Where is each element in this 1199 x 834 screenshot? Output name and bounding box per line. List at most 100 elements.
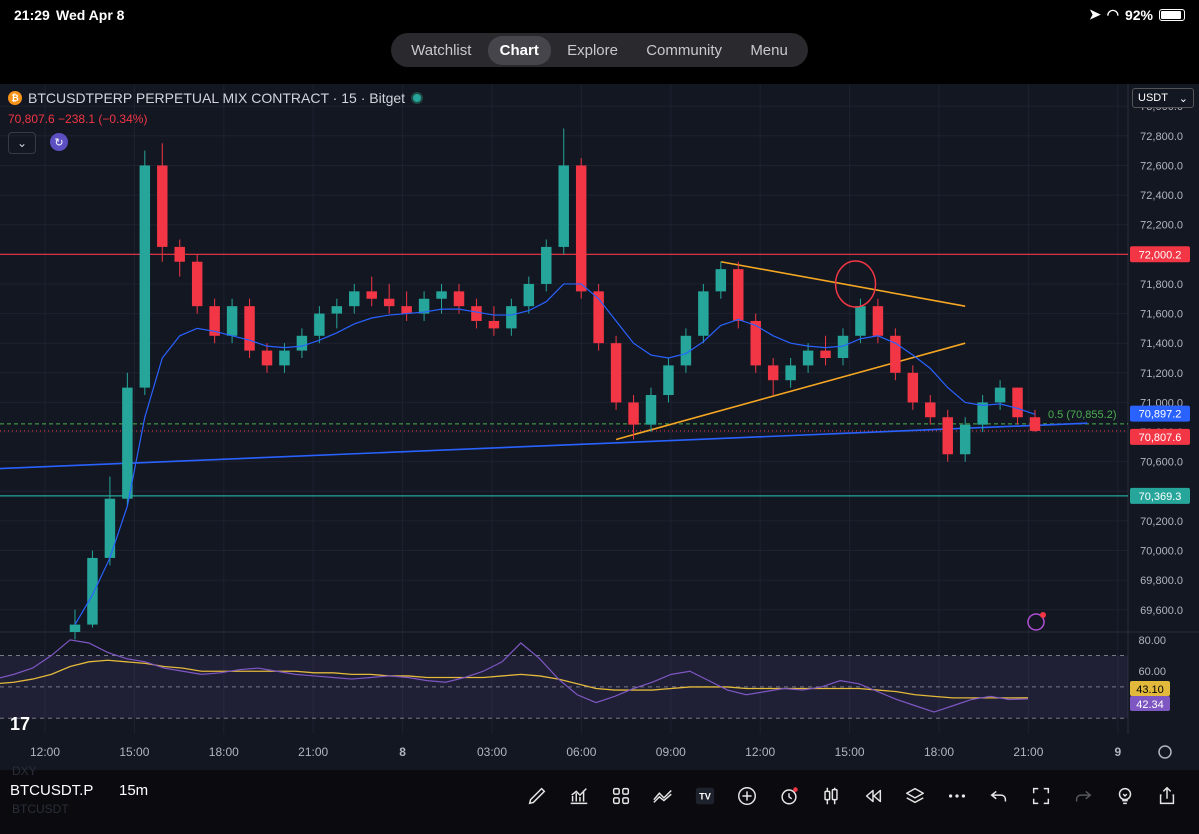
- tab-menu[interactable]: Menu: [750, 41, 788, 59]
- symbol-button[interactable]: BTCUSDT.P: [10, 782, 94, 799]
- ema-line: [74, 283, 1036, 625]
- candle: [87, 557, 98, 625]
- candle: [244, 306, 255, 351]
- replay-button[interactable]: [852, 778, 894, 814]
- price-tick-label: 71,200.0: [1140, 368, 1183, 380]
- fullscreen-button[interactable]: [1020, 778, 1062, 814]
- candle: [855, 306, 866, 336]
- top-nav: Watchlist Chart Explore Community Menu: [391, 33, 808, 67]
- time-tick-label: 18:00: [209, 745, 239, 759]
- wifi-icon: ◠: [1106, 6, 1119, 22]
- candle: [785, 365, 796, 381]
- candle: [575, 165, 587, 292]
- chart-area[interactable]: 0.5 (70,855.2)73,000.072,800.072,600.072…: [0, 84, 1199, 770]
- collapse-legend-button[interactable]: ⌄: [8, 132, 36, 154]
- tab-watchlist[interactable]: Watchlist: [411, 41, 472, 59]
- candle: [296, 335, 308, 351]
- refresh-icon[interactable]: ↻: [50, 133, 68, 151]
- candle: [401, 306, 412, 314]
- gear-icon: [1158, 745, 1172, 759]
- candle: [994, 387, 1006, 403]
- price-tick-label: 69,800.0: [1140, 575, 1183, 587]
- more-button[interactable]: [936, 778, 978, 814]
- tab-explore[interactable]: Explore: [567, 41, 618, 59]
- tab-community[interactable]: Community: [646, 41, 723, 59]
- time-tick-label: 09:00: [656, 745, 686, 759]
- alerts-button[interactable]: [768, 778, 810, 814]
- candle: [1012, 387, 1023, 418]
- indicators-button[interactable]: [558, 778, 600, 814]
- tab-chart[interactable]: Chart: [487, 35, 551, 65]
- grid-icon: [612, 787, 630, 805]
- bitcoin-icon: ₿: [8, 91, 22, 105]
- price-label-box: [1130, 487, 1190, 504]
- strategy-button[interactable]: [642, 778, 684, 814]
- fib-label: 0.5 (70,855.2): [1048, 409, 1117, 421]
- status-right: ➤ ◠ 92%: [1089, 6, 1185, 23]
- time-tick-label: 8: [399, 745, 406, 759]
- ellipsis-icon: [948, 794, 966, 798]
- time-tick-label: 15:00: [835, 745, 865, 759]
- orange-trendline: [615, 342, 966, 441]
- tradingview-button[interactable]: TV: [684, 778, 726, 814]
- candle: [593, 291, 604, 344]
- redo-icon: [1075, 790, 1092, 802]
- chart-bars-icon: [570, 788, 588, 805]
- status-time: 21:29: [14, 7, 50, 23]
- battery-percent: 92%: [1124, 6, 1153, 23]
- currency-label: USDT: [1138, 92, 1168, 104]
- currency-select[interactable]: USDT ⌄: [1132, 88, 1194, 108]
- candle: [837, 335, 849, 358]
- time-tick-label: 9: [1114, 745, 1121, 759]
- candle: [139, 165, 151, 388]
- price-label: 70,807.6: [1139, 432, 1182, 444]
- rsi-tick-label: 80.00: [1138, 635, 1166, 647]
- candle: [331, 306, 343, 314]
- candle: [349, 291, 360, 307]
- candle: [1029, 417, 1041, 431]
- price-tick-label: 72,400.0: [1140, 190, 1183, 202]
- candle: [820, 350, 831, 358]
- undo-button[interactable]: [978, 778, 1020, 814]
- price-tick-label: 72,200.0: [1140, 220, 1183, 232]
- price-label: 72,000.2: [1139, 249, 1182, 261]
- candle: [104, 498, 116, 558]
- chevron-down-icon: ⌄: [1178, 92, 1188, 105]
- candle: [558, 165, 569, 247]
- candle: [733, 269, 744, 321]
- add-button[interactable]: [726, 778, 768, 814]
- draw-tool-button[interactable]: [516, 778, 558, 814]
- candle: [872, 306, 884, 336]
- compare-symbol: DXY: [12, 764, 37, 778]
- price-tick-label: 70,000.0: [1140, 546, 1183, 558]
- price-chart[interactable]: 0.5 (70,855.2)73,000.072,800.072,600.072…: [0, 84, 1199, 770]
- candle: [802, 350, 814, 366]
- share-button[interactable]: [1146, 778, 1188, 814]
- candle: [628, 402, 639, 425]
- layers-button[interactable]: [894, 778, 936, 814]
- candle: [680, 335, 692, 366]
- pen-icon: [528, 787, 546, 805]
- timeframe-button[interactable]: 15m: [119, 782, 149, 799]
- share-icon: [1159, 786, 1175, 805]
- price-label-box: [1130, 428, 1190, 445]
- candle: [191, 261, 203, 307]
- candle: [226, 306, 238, 336]
- candle: [715, 269, 727, 292]
- candle: [959, 424, 971, 455]
- highlight-circle: [834, 260, 877, 308]
- rsi-ma-line: [0, 659, 1029, 699]
- candle: [122, 387, 133, 499]
- layout-button[interactable]: [600, 778, 642, 814]
- redo-button[interactable]: [1062, 778, 1104, 814]
- candle: [907, 372, 919, 403]
- symbol-legend[interactable]: ₿ BTCUSDTPERP PERPETUAL MIX CONTRACT · 1…: [8, 90, 424, 106]
- price-tick-label: 72,600.0: [1140, 160, 1183, 172]
- time-tick-label: 06:00: [566, 745, 596, 759]
- price-label: 70,369.3: [1139, 491, 1182, 503]
- chart-type-button[interactable]: [810, 778, 852, 814]
- ideas-button[interactable]: [1104, 778, 1146, 814]
- time-tick-label: 21:00: [298, 745, 328, 759]
- candle: [645, 395, 657, 425]
- price-tick-label: 71,400.0: [1140, 338, 1183, 350]
